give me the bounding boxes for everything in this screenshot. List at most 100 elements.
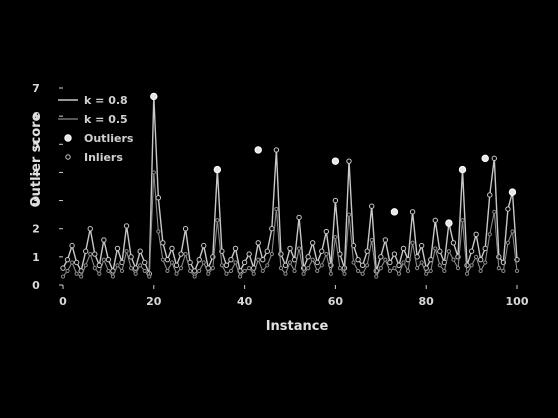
series-2-point	[357, 269, 360, 272]
series-2-point	[343, 272, 346, 275]
series-2-point	[347, 213, 350, 216]
series-2-point	[297, 247, 300, 250]
series-2-point	[447, 250, 450, 253]
series-2-point	[148, 275, 151, 278]
y-tick-label: 2	[32, 223, 40, 236]
outlier-marker	[509, 189, 515, 195]
series-1-point	[383, 238, 387, 242]
series-1-point	[197, 257, 201, 261]
x-tick-label: 80	[419, 295, 435, 308]
series-1-point	[297, 215, 301, 219]
series-2-point	[479, 269, 482, 272]
series-2-point	[493, 210, 496, 213]
series-1-point	[492, 156, 496, 160]
series-2-point	[198, 269, 201, 272]
series-1-point	[324, 229, 328, 233]
series-2-point	[93, 267, 96, 270]
series-2-point	[329, 272, 332, 275]
series-2-point	[248, 267, 251, 270]
series-1-point	[97, 263, 101, 267]
series-1-point	[311, 241, 315, 245]
series-1-point	[93, 252, 97, 256]
series-1-point	[474, 232, 478, 236]
series-2-point	[279, 267, 282, 270]
series-1-point	[401, 246, 405, 250]
series-2-point	[120, 269, 123, 272]
series-1-point	[379, 255, 383, 259]
outlier-marker	[391, 209, 397, 215]
x-tick-label: 100	[506, 295, 529, 308]
series-2-point	[361, 272, 364, 275]
series-2-point	[443, 269, 446, 272]
series-2-point	[143, 269, 146, 272]
series-2-point	[307, 267, 310, 270]
series-1-point	[179, 252, 183, 256]
series-2-point	[179, 267, 182, 270]
series-1-point	[315, 260, 319, 264]
series-2-point	[388, 269, 391, 272]
x-tick-label: 0	[59, 295, 67, 308]
series-2-point	[475, 255, 478, 258]
series-2-point	[338, 267, 341, 270]
series-1-point	[410, 210, 414, 214]
outlier-marker	[332, 158, 338, 164]
series-2-point	[452, 258, 455, 261]
series-2-point	[484, 261, 487, 264]
series-2-point	[98, 272, 101, 275]
series-2-point	[80, 275, 83, 278]
series-2-point	[429, 269, 432, 272]
series-1-point	[229, 257, 233, 261]
y-tick-label: 0	[32, 279, 40, 292]
series-1-point	[392, 252, 396, 256]
series-2-point	[438, 264, 441, 267]
series-2-point	[152, 171, 155, 174]
series-2-point	[102, 258, 105, 261]
series-2-point	[184, 252, 187, 255]
legend-label-k05: k = 0.5	[84, 113, 128, 126]
series-1-point	[247, 252, 251, 256]
series-2-point	[266, 264, 269, 267]
series-2-point	[375, 275, 378, 278]
series-1-point	[84, 249, 88, 253]
series-2-point	[257, 258, 260, 261]
series-2-point	[202, 261, 205, 264]
series-1-point	[270, 227, 274, 231]
series-1-point	[419, 243, 423, 247]
series-2-point	[130, 267, 133, 270]
y-tick-label: 7	[32, 82, 40, 95]
x-tick-label: 60	[328, 295, 344, 308]
series-1-point	[506, 207, 510, 211]
series-1-point	[433, 218, 437, 222]
series-2-point	[366, 264, 369, 267]
series-1-point	[156, 196, 160, 200]
series-2-point	[334, 236, 337, 239]
series-1-point	[138, 249, 142, 253]
series-2-point	[320, 264, 323, 267]
series-2-point	[89, 252, 92, 255]
series-1-point	[488, 193, 492, 197]
series-1-point	[170, 246, 174, 250]
plot-area	[61, 93, 519, 278]
series-1-point	[469, 249, 473, 253]
series-2-point	[379, 267, 382, 270]
series-1-point	[88, 227, 92, 231]
series-2-point	[397, 272, 400, 275]
series-1-point	[288, 246, 292, 250]
series-2-point	[488, 233, 491, 236]
series-2-point	[502, 269, 505, 272]
series-1-point	[356, 257, 360, 261]
outlier-marker	[459, 166, 465, 172]
series-1-point	[333, 198, 337, 202]
series-1-point	[274, 148, 278, 152]
series-2-point	[420, 261, 423, 264]
series-1-point	[102, 238, 106, 242]
series-1-point	[133, 266, 137, 270]
series-1-point	[388, 260, 392, 264]
series-2-point	[370, 238, 373, 241]
series-2-point	[515, 269, 518, 272]
series-1-point	[265, 249, 269, 253]
outlier-marker	[255, 147, 261, 153]
series-2-point	[261, 269, 264, 272]
y-axis-title: Outlier score	[29, 112, 44, 207]
series-2-point	[107, 269, 110, 272]
